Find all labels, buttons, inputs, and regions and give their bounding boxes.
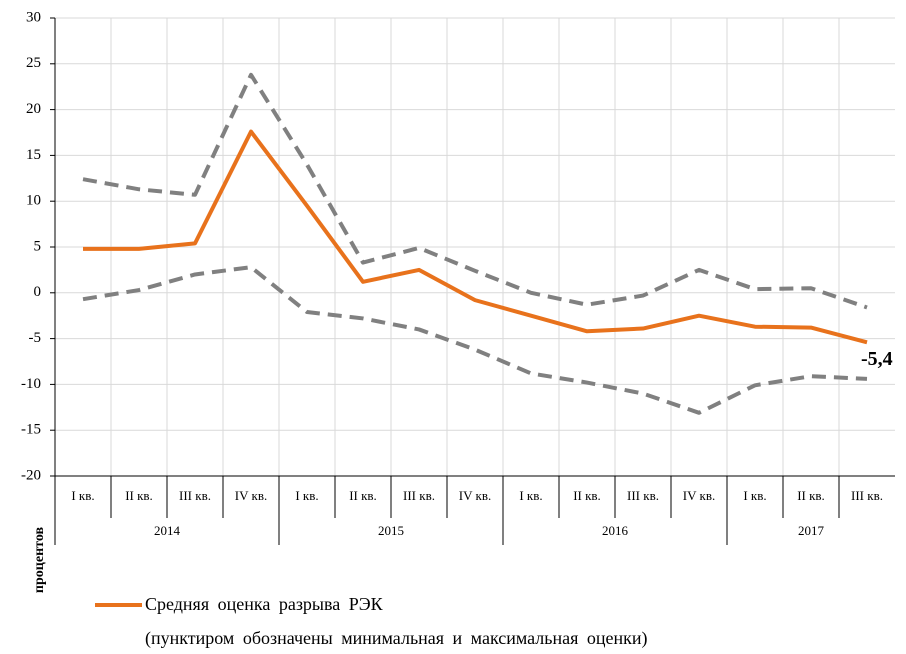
x-tick-label: IV кв. (683, 488, 715, 503)
group-label: 2014 (154, 523, 181, 538)
x-tick-label: IV кв. (235, 488, 267, 503)
group-label: 2017 (798, 523, 825, 538)
group-label: 2016 (602, 523, 629, 538)
x-tick-label: I кв. (519, 488, 542, 503)
y-tick-label: 10 (26, 193, 41, 209)
y-tick-label: -15 (21, 422, 41, 438)
y-tick-label: 25 (26, 55, 41, 71)
x-tick-label: II кв. (125, 488, 153, 503)
group-label: 2015 (378, 523, 404, 538)
legend-note: (пунктиром обозначены минимальная и макс… (145, 628, 648, 649)
x-tick-label: II кв. (573, 488, 601, 503)
series-line (83, 129, 868, 345)
y-tick-label: 15 (26, 147, 41, 163)
series-line (82, 265, 868, 415)
y-axis-label: процентов (32, 527, 47, 594)
x-tick-label: I кв. (71, 488, 94, 503)
x-tick-label: II кв. (797, 488, 825, 503)
x-tick-label: II кв. (349, 488, 377, 503)
y-tick-label: -20 (21, 467, 41, 483)
x-tick-label: I кв. (743, 488, 766, 503)
y-tick-label: 5 (34, 238, 42, 254)
x-tick-label: III кв. (403, 488, 435, 503)
series-line (82, 72, 868, 310)
legend-label: Средняя оценка разрыва РЭК (145, 594, 384, 614)
x-tick-label: IV кв. (459, 488, 491, 503)
y-tick-label: -10 (21, 376, 41, 392)
data-label: -5,4 (861, 348, 893, 370)
x-tick-label: III кв. (627, 488, 659, 503)
y-tick-label: -5 (29, 330, 42, 346)
y-tick-label: 30 (26, 9, 41, 25)
y-tick-label: 0 (34, 284, 42, 300)
y-tick-label: 20 (26, 101, 41, 117)
x-tick-label: III кв. (851, 488, 883, 503)
x-tick-label: III кв. (179, 488, 211, 503)
x-tick-label: I кв. (295, 488, 318, 503)
